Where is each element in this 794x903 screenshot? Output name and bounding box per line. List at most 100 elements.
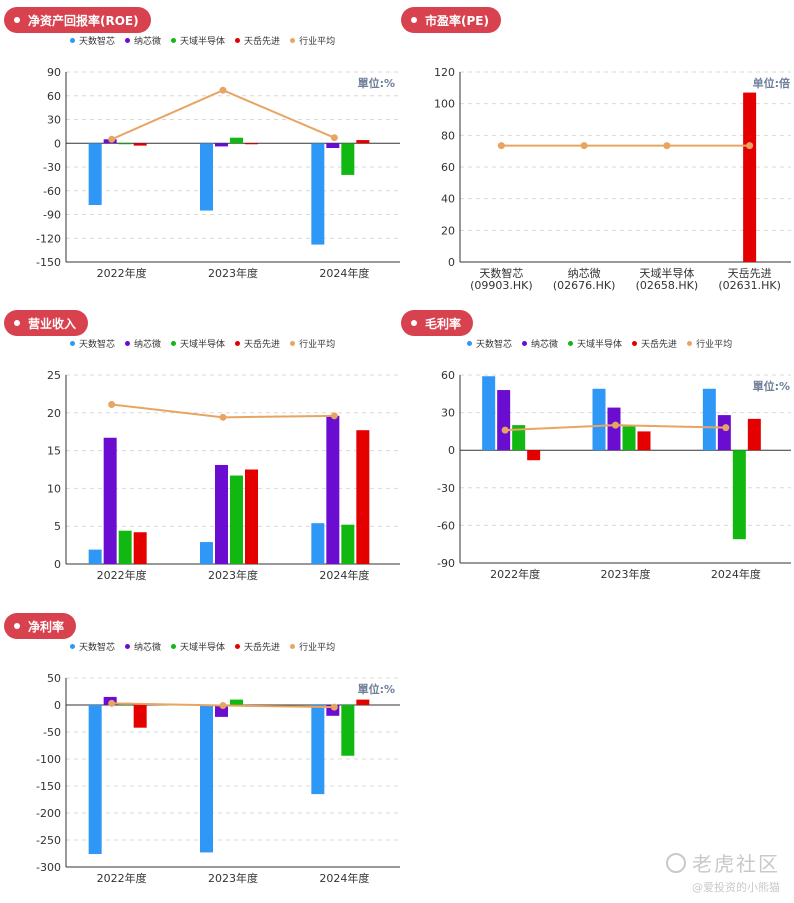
legend-item[interactable]: 行业平均 (290, 337, 335, 350)
bar (215, 705, 228, 717)
legend-swatch (235, 38, 241, 43)
legend-label: 行业平均 (299, 37, 336, 47)
bullet-icon (14, 17, 20, 23)
legend-item[interactable]: 天岳先进 (235, 640, 280, 653)
bar (637, 431, 651, 451)
legend-item[interactable]: 纳芯微 (522, 337, 558, 350)
bar (200, 705, 213, 853)
legend-swatch (125, 38, 131, 43)
bar (326, 143, 340, 148)
y-tick-label: 120 (434, 66, 455, 79)
bar (215, 143, 228, 147)
chart-panel-gross-margin: 毛利率 天数智芯 纳芯微 天域半导体 天岳先进 行业平均 60 30 0 -30 -60 -90 單… (397, 303, 794, 593)
chart-title-pill-pe[interactable]: 市盈率(PE) (401, 7, 501, 33)
y-tick-label: 80 (441, 129, 455, 142)
y-tick-label: 25 (47, 369, 61, 382)
legend-item[interactable]: 行业平均 (290, 640, 335, 653)
chart-title: 市盈率(PE) (425, 13, 489, 28)
y-tick-label: 90 (47, 66, 61, 79)
y-tick-label: 100 (434, 98, 455, 111)
chart-plot-revenue: 25 20 15 10 5 0 2022年度 2023年度 2024年度 (47, 369, 400, 582)
bar (88, 143, 102, 205)
legend-item[interactable]: 天岳先进 (235, 337, 280, 350)
bar (326, 705, 340, 716)
legend-item[interactable]: 行业平均 (687, 337, 732, 350)
y-tick-label: -200 (36, 807, 61, 820)
y-tick-label: 20 (441, 224, 455, 237)
legend-item[interactable]: 天岳先进 (235, 34, 280, 47)
x-tick-label: (02676.HK) (553, 279, 616, 292)
bar (341, 705, 355, 756)
chart-title-pill-revenue[interactable]: 营业收入 (4, 310, 89, 336)
series-line (111, 89, 335, 141)
chart-panel-net-margin: 净利率 天数智芯 纳芯微 天域半导体 天岳先进 行业平均 50 0 -50 -100 -150 -… (0, 606, 400, 903)
legend-item[interactable]: 天数智芯 (70, 34, 115, 47)
legend-label: 天岳先进 (641, 340, 678, 350)
chart-title-pill-roe[interactable]: 净资产回报率(ROE) (4, 7, 151, 33)
chart-legend: 天数智芯 纳芯微 天域半导体 天岳先进 行业平均 (70, 337, 335, 350)
legend-label: 天数智芯 (79, 643, 116, 653)
legend-label: 天岳先进 (244, 340, 281, 350)
y-tick-label: -300 (36, 861, 61, 874)
bar (482, 376, 496, 451)
bar (230, 475, 243, 564)
legend-swatch (171, 341, 177, 346)
legend-swatch (171, 644, 177, 649)
legend-item[interactable]: 天域半导体 (171, 640, 225, 653)
legend-item[interactable]: 天数智芯 (70, 640, 115, 653)
line-point (219, 86, 227, 94)
line-point (501, 426, 509, 434)
bar (200, 542, 213, 564)
chart-title-pill-net-margin[interactable]: 净利率 (4, 613, 77, 639)
legend-swatch (568, 341, 574, 346)
legend-label: 纳芯微 (134, 340, 162, 350)
bar (592, 388, 606, 451)
legend-item[interactable]: 行业平均 (290, 34, 335, 47)
legend-item[interactable]: 天数智芯 (70, 337, 115, 350)
chart-title: 净资产回报率(ROE) (28, 13, 139, 28)
chart-panel-revenue: 营业收入 天数智芯 纳芯微 天域半导体 天岳先进 行业平均 25 20 15 10 5 0 2022… (0, 303, 400, 593)
line-point (330, 703, 338, 711)
bar (607, 407, 621, 451)
bar (512, 425, 526, 451)
chart-legend: 天数智芯 纳芯微 天域半导体 天岳先进 行业平均 (70, 640, 335, 653)
legend-label: 天域半导体 (180, 37, 226, 47)
legend-label: 天域半导体 (180, 340, 226, 350)
x-tick-label: 2022年度 (97, 568, 147, 582)
watermark: 老虎社区 @爱投资的小熊猫 (666, 848, 780, 895)
bullet-icon (411, 320, 417, 326)
bar (311, 143, 325, 245)
y-tick-label: 20 (47, 407, 61, 420)
chart-title-pill-gross-margin[interactable]: 毛利率 (401, 310, 474, 336)
x-tick-label: 2023年度 (208, 266, 258, 280)
legend-item[interactable]: 纳芯微 (125, 34, 161, 47)
line-point (746, 142, 754, 150)
bar (103, 437, 117, 564)
line-point (663, 142, 671, 150)
y-tick-label: -90 (43, 209, 61, 222)
legend-item[interactable]: 天域半导体 (171, 34, 225, 47)
y-tick-label: -50 (43, 726, 61, 739)
legend-label: 纳芯微 (531, 340, 559, 350)
bar (497, 390, 511, 451)
y-tick-label: 40 (441, 193, 455, 206)
y-tick-label: -30 (437, 482, 455, 495)
y-tick-label: -250 (36, 834, 61, 847)
bar (118, 143, 132, 145)
legend-item[interactable]: 纳芯微 (125, 337, 161, 350)
bar (230, 699, 243, 705)
chart-legend: 天数智芯 纳芯微 天域半导体 天岳先进 行业平均 (467, 337, 732, 350)
y-tick-label: 5 (54, 520, 61, 533)
legend-item[interactable]: 纳芯微 (125, 640, 161, 653)
line-point (108, 400, 116, 408)
bar (622, 426, 636, 451)
legend-swatch (70, 644, 75, 649)
legend-item[interactable]: 天数智芯 (467, 337, 512, 350)
legend-item[interactable]: 天域半导体 (568, 337, 622, 350)
y-tick-label: -60 (43, 185, 61, 198)
x-tick-label: 纳芯微 (568, 266, 601, 280)
legend-item[interactable]: 天岳先进 (632, 337, 677, 350)
chart-plot-roe: 90 60 30 0 -30 -60 -90 -120 -150 單位:% 2022年度 2023年度… (36, 66, 400, 280)
legend-label: 天域半导体 (577, 340, 623, 350)
legend-item[interactable]: 天域半导体 (171, 337, 225, 350)
